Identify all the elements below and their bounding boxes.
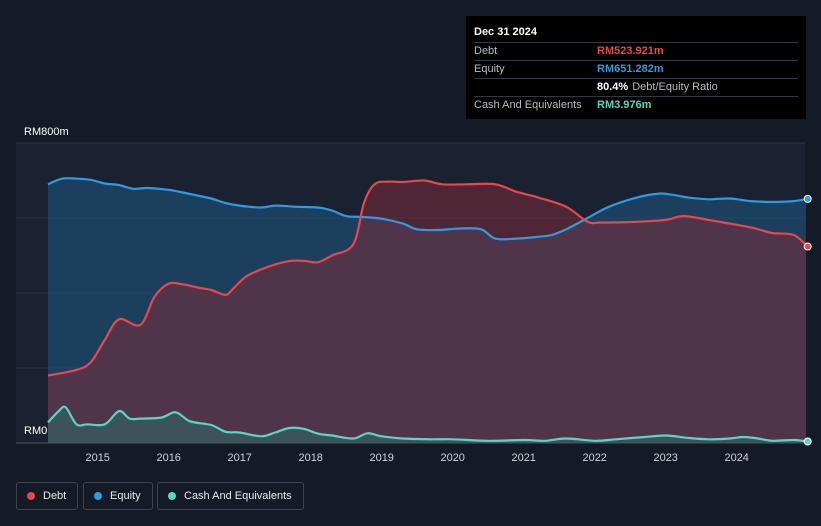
equityline	[47, 177, 808, 241]
legend-item-equity[interactable]: Equity	[83, 482, 153, 510]
legend-item-cash[interactable]: Cash And Equivalents	[157, 482, 304, 510]
y-axis-top-label: RM800m	[24, 126, 69, 138]
legend-cash-label: Cash And Equivalents	[184, 490, 292, 502]
tooltip-row-equity: Equity RM651.282m	[474, 60, 798, 78]
series-areas	[48, 178, 806, 443]
legend-item-debt[interactable]: Debt	[16, 482, 78, 510]
tooltip-cash-label: Cash And Equivalents	[474, 99, 582, 111]
debt-dot-icon	[27, 492, 35, 500]
debtarea	[48, 180, 806, 443]
tooltip-equity-label: Equity	[474, 63, 505, 75]
y-axis-bottom-label: RM0	[24, 425, 48, 437]
tooltip-ratio-value: 80.4%	[597, 81, 629, 93]
tooltip-row-debt: Debt RM523.921m	[474, 42, 798, 60]
tooltip-row-cash: Cash And Equivalents RM3.976m	[474, 96, 798, 114]
tooltip-ratio-sub: Debt/Equity Ratio	[632, 81, 718, 93]
tooltip-cash-value: RM3.976m	[597, 99, 652, 111]
x-tick-label: 2015	[85, 452, 109, 464]
x-axis-ticks: 2015 2016 2017 2018 2019 2020 2021 2022 2023 2024	[85, 452, 748, 464]
x-tick-label: 2020	[440, 452, 464, 464]
debtline	[47, 179, 809, 377]
x-tick-label: 2018	[298, 452, 322, 464]
legend-debt-label: Debt	[43, 490, 67, 502]
x-tick-label: 2017	[227, 452, 251, 464]
x-tick-label: 2023	[653, 452, 677, 464]
x-tick-label: 2021	[511, 452, 535, 464]
equity-dot-icon	[94, 492, 102, 500]
tooltip-debt-label: Debt	[474, 45, 498, 57]
debtendpoint	[803, 242, 812, 251]
tooltip-debt-value: RM523.921m	[597, 45, 664, 57]
x-tick-label: 2024	[724, 452, 748, 464]
cash-and-equivalentsline	[47, 405, 808, 443]
tooltip-row-ratio: 80.4% Debt/Equity Ratio	[474, 78, 798, 96]
tooltip-equity-value: RM651.282m	[597, 63, 664, 75]
series-lines	[47, 177, 809, 443]
cash-and-equivalentsarea	[48, 406, 806, 443]
x-tick-label: 2019	[369, 452, 393, 464]
equityendpoint	[803, 194, 812, 203]
series-endpoints	[803, 194, 812, 446]
x-tick-label: 2022	[582, 452, 606, 464]
cash-dot-icon	[168, 492, 176, 500]
tooltip-ratio-label	[474, 79, 597, 96]
tooltip-date: Dec 31 2024	[474, 26, 537, 38]
cash-and-equivalentsendpoint	[803, 437, 812, 446]
x-tick-label: 2016	[156, 452, 180, 464]
data-tooltip: Dec 31 2024 Debt RM523.921m Equity RM651…	[466, 16, 806, 119]
legend-equity-label: Equity	[110, 490, 141, 502]
